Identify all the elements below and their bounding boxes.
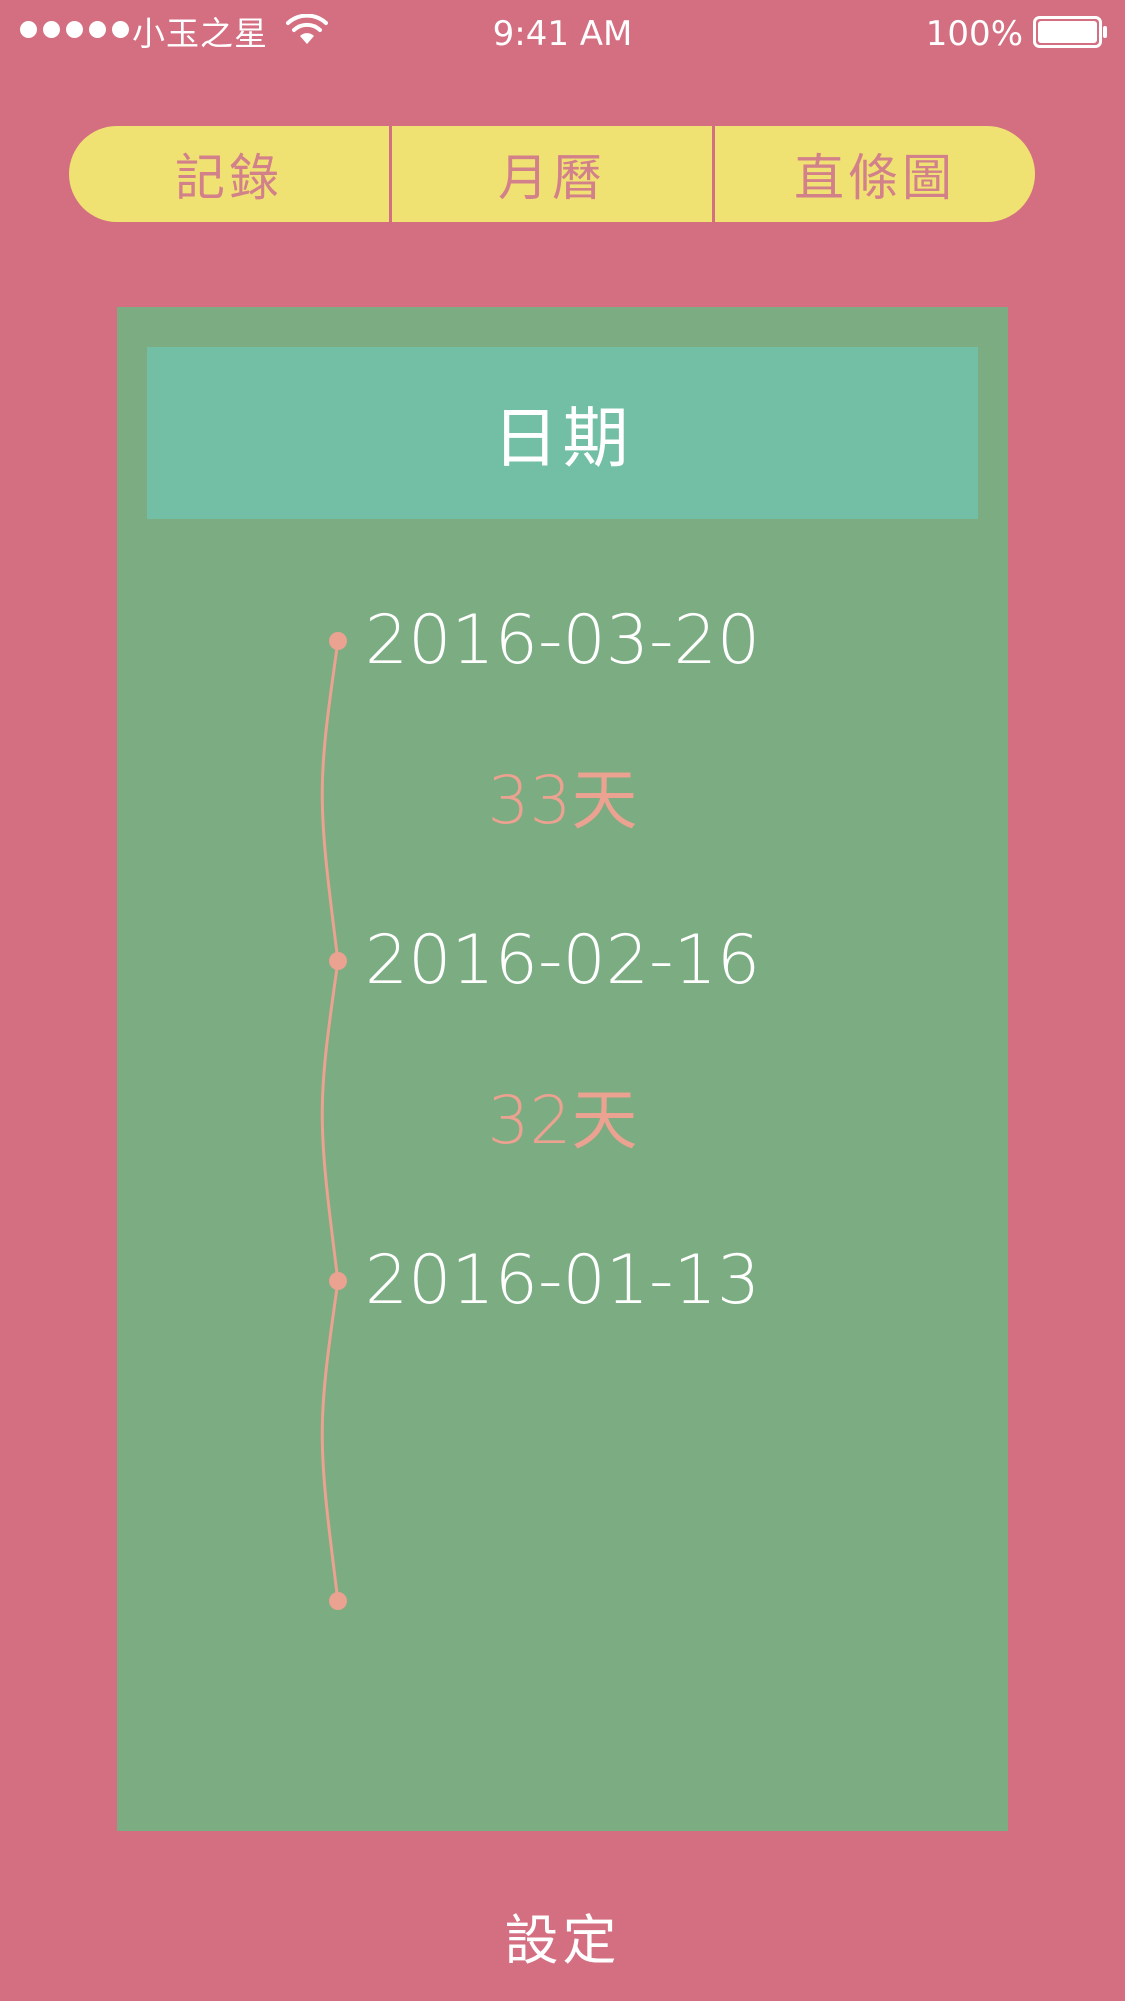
wifi-icon	[286, 14, 328, 44]
tab-records[interactable]: 記錄	[175, 149, 283, 207]
battery-percentage: 100%	[925, 14, 1023, 54]
settings-button[interactable]: 設定	[504, 1909, 621, 1972]
record-date[interactable]: 2016-02-16	[364, 921, 761, 1000]
cycle-length: 33天	[487, 762, 638, 839]
signal-dots-icon	[20, 21, 129, 38]
record-date[interactable]: 2016-03-20	[364, 601, 761, 680]
view-segmented-control: 記錄 月曆 直條圖	[69, 126, 1035, 222]
tab-bar-chart[interactable]: 直條圖	[712, 126, 1035, 222]
timeline	[320, 632, 347, 1610]
record-date[interactable]: 2016-01-13	[364, 1241, 761, 1320]
status-bar: 小玉之星 9:41 AM 100%	[0, 0, 1125, 64]
record-card: 日期 2016-03-20 33天 2016-02-16 32天 2016-01…	[117, 307, 1008, 1831]
cycle-length: 32天	[487, 1082, 638, 1159]
status-time: 9:41 AM	[492, 14, 633, 54]
battery-icon	[1033, 16, 1107, 48]
timeline-dot	[329, 1592, 347, 1610]
card-header: 日期	[147, 347, 978, 519]
tab-calendar[interactable]: 月曆	[389, 126, 712, 222]
carrier-name: 小玉之星	[132, 14, 268, 53]
